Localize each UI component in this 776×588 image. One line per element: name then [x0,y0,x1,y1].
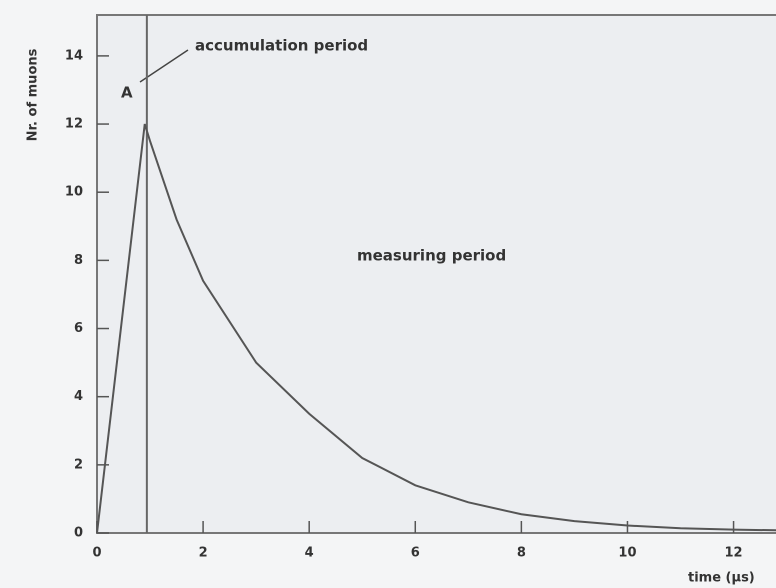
y-tick-label: 8 [74,253,83,268]
annotation: accumulation period [195,37,368,55]
annotation: A [121,84,133,102]
y-tick-label: 6 [74,321,83,336]
x-tick-label: 0 [92,546,101,561]
x-tick-label: 12 [725,546,743,561]
data-line [96,123,776,534]
annotation: measuring period [357,247,506,265]
y-axis-label: Nr. of muons [26,48,41,141]
y-tick-label: 0 [74,526,83,541]
y-tick-label: 14 [65,48,83,63]
x-tick-label: 6 [411,546,420,561]
x-tick-label: 2 [199,546,208,561]
x-tick-label: 8 [517,546,526,561]
leader-line [139,49,189,83]
plot-frame [96,14,776,534]
y-tick-label: 12 [65,117,83,132]
x-tick-label: 10 [618,546,636,561]
y-tick-label: 10 [65,185,83,200]
x-tick-label: 4 [305,546,314,561]
y-tick-label: 2 [74,457,83,472]
x-axis-label: time (µs) [688,571,755,586]
y-tick-label: 4 [74,389,83,404]
